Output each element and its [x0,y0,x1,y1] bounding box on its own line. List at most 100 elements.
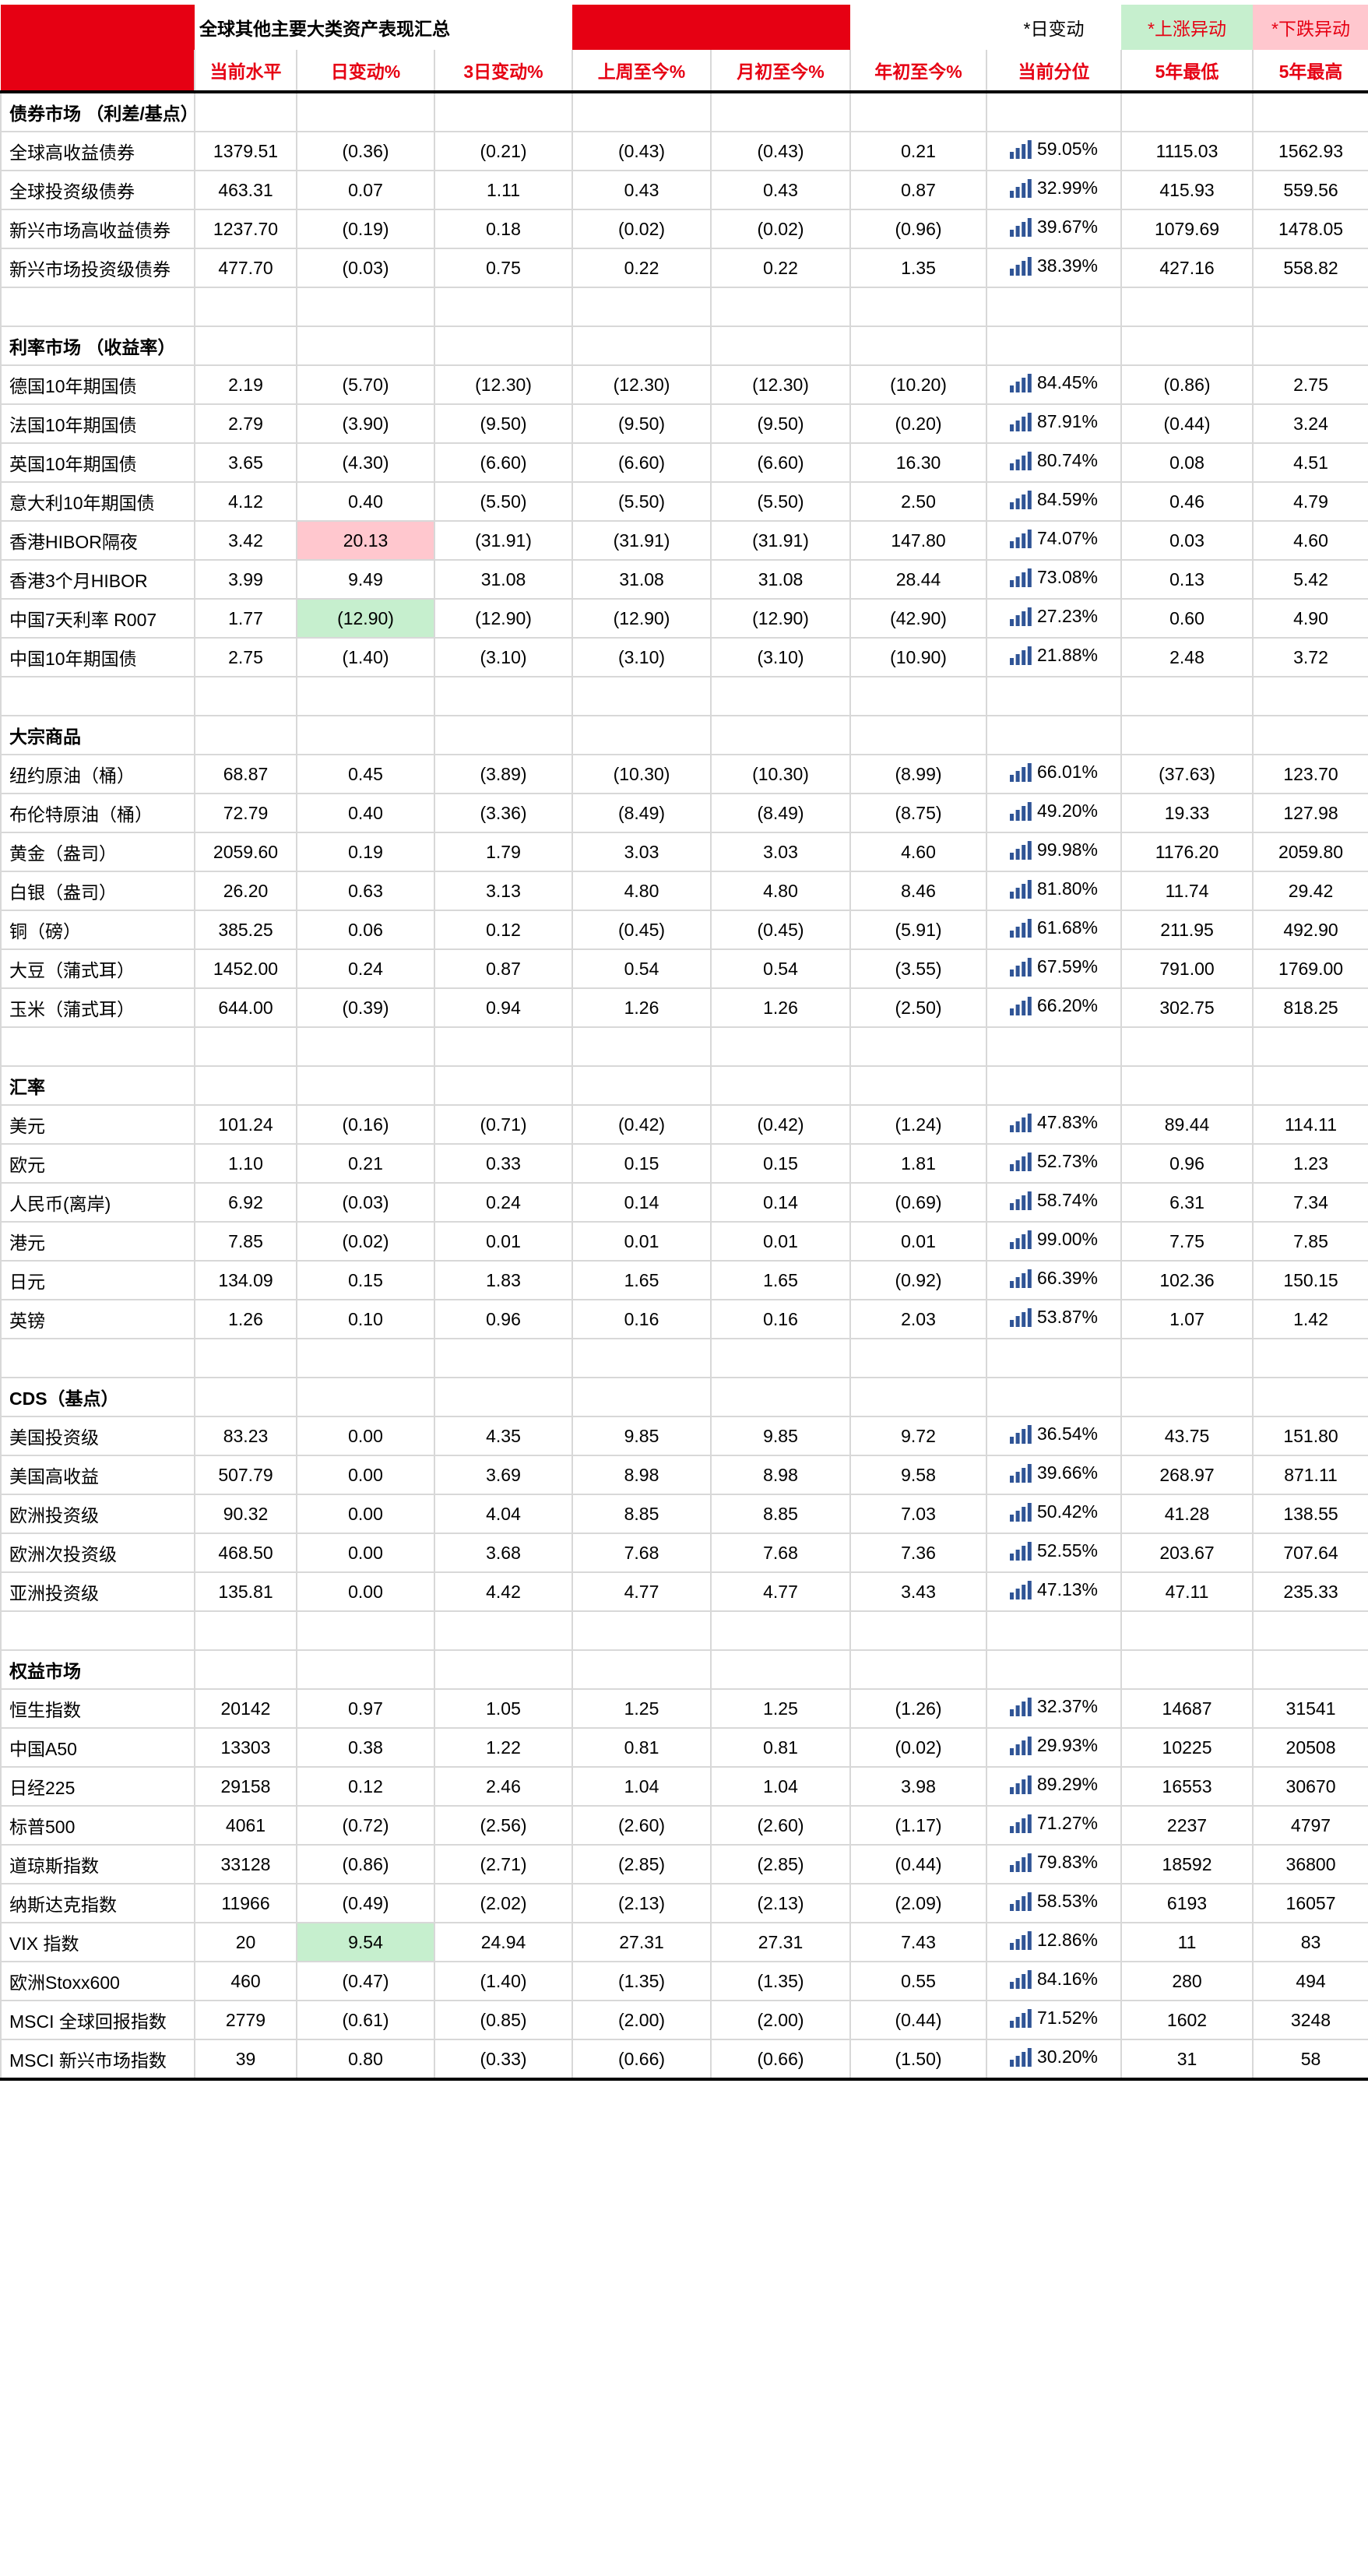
value-cell: 3.68 [433,1533,574,1573]
value-cell: 20 [194,1922,297,1962]
section-empty-cell [849,326,988,366]
value-cell: 2.19 [194,364,297,405]
percentile-bars-icon [1010,1736,1032,1755]
percentile-indicator: 32.99% [1010,178,1098,199]
value-cell: 9.85 [710,1416,852,1456]
value-cell: (0.71) [433,1104,574,1145]
value-cell: 3.43 [849,1571,988,1612]
value-cell: 0.94 [433,987,574,1028]
value-cell: (0.44) [849,1844,988,1884]
value-cell: 0.16 [571,1299,712,1339]
asset-row: 标普500 4061 (0.72) (2.56) (2.60) (2.60) (1.17) 7… [0,1805,1368,1846]
section-empty-cell [849,1377,988,1417]
asset-label: 欧元 [0,1143,195,1184]
value-cell: (1.26) [849,1688,988,1729]
value-cell: 0.22 [710,248,852,288]
percentile-cell: 79.83% [986,1844,1123,1884]
col-header-daily-change: 日变动% [296,50,435,93]
section-empty-cell [986,715,1123,755]
value-cell: 11966 [194,1883,297,1923]
value-cell: 818.25 [1252,987,1368,1028]
section-spacer-row [0,1338,1368,1378]
value-cell: (0.47) [296,1961,435,2001]
value-cell: 1.22 [433,1727,574,1768]
section-empty-cell [710,1065,852,1106]
value-cell: (0.19) [296,209,435,249]
value-cell: 58 [1252,2039,1368,2081]
value-cell: 1602 [1120,2000,1254,2040]
percentile-indicator: 39.67% [1010,216,1098,238]
percentile-bars-icon [1010,762,1032,782]
value-cell: (0.92) [849,1260,988,1300]
percentile-bars-icon [1010,1152,1032,1171]
red-corner-block-lower [1,50,195,93]
value-cell: 0.40 [296,481,435,522]
percentile-indicator: 39.66% [1010,1462,1098,1483]
percentile-cell: 32.37% [986,1688,1123,1729]
value-cell: (12.30) [571,364,712,405]
value-cell: 1769.00 [1252,948,1368,989]
value-cell: (2.60) [710,1805,852,1846]
value-cell: 477.70 [194,248,297,288]
spacer-cell [1252,1338,1368,1378]
value-cell: 1176.20 [1120,832,1254,872]
value-cell: (2.56) [433,1805,574,1846]
value-cell: (1.50) [849,2039,988,2081]
percentile-bars-icon [1010,2008,1032,2028]
asset-label: 纳斯达克指数 [0,1883,195,1923]
percentile-bars-icon [1010,1541,1032,1561]
section-header-row: 权益市场 [0,1649,1368,1690]
value-cell: 463.31 [194,170,297,210]
asset-row: 铜（磅） 385.25 0.06 0.12 (0.45) (0.45) (5.91) 61.6… [0,910,1368,950]
value-cell: 31.08 [571,559,712,600]
value-cell: 492.90 [1252,910,1368,950]
asset-label: 美国投资级 [0,1416,195,1456]
value-cell: 83 [1252,1922,1368,1962]
section-title: 权益市场 [0,1649,195,1690]
asset-label: 亚洲投资级 [0,1571,195,1612]
value-cell: 1562.93 [1252,131,1368,171]
percentile-indicator: 66.01% [1010,762,1098,783]
percentile-cell: 53.87% [986,1299,1123,1339]
value-cell: 460 [194,1961,297,2001]
percentile-indicator: 32.37% [1010,1696,1098,1717]
value-cell: 7.85 [1252,1221,1368,1262]
asset-label: 意大利10年期国债 [0,481,195,522]
asset-label: 道琼斯指数 [0,1844,195,1884]
section-empty-cell [1120,91,1254,132]
asset-label: 全球投资级债券 [0,170,195,210]
value-cell: (2.13) [571,1883,712,1923]
spacer-cell [849,287,988,327]
value-cell: 0.21 [296,1143,435,1184]
percentile-bars-icon [1010,2047,1032,2067]
spacer-cell [571,1338,712,1378]
asset-label: 法国10年期国债 [0,403,195,444]
asset-label: 港元 [0,1221,195,1262]
asset-label: 日经225 [0,1766,195,1807]
value-cell: 138.55 [1252,1494,1368,1534]
value-cell: 0.46 [1120,481,1254,522]
asset-row: 日元 134.09 0.15 1.83 1.65 1.65 (0.92) 66.39% 102.… [0,1260,1368,1300]
asset-label: 欧洲Stoxx600 [0,1961,195,2001]
percentile-indicator: 21.88% [1010,645,1098,666]
percentile-value: 80.74% [1037,450,1099,471]
percentile-bars-icon [1010,178,1032,198]
percentile-indicator: 49.20% [1010,801,1098,822]
percentile-bars-icon [1010,1230,1032,1249]
value-cell: 2059.80 [1252,832,1368,872]
percentile-bars-icon [1010,1580,1032,1599]
value-cell: (2.00) [571,2000,712,2040]
percentile-bars-icon [1010,957,1032,977]
asset-row: 欧元 1.10 0.21 0.33 0.15 0.15 1.81 52.73% 0.96 1.23 [0,1143,1368,1184]
percentile-indicator: 12.86% [1010,1930,1098,1951]
percentile-indicator: 73.08% [1010,567,1098,588]
value-cell: 0.03 [1120,520,1254,561]
percentile-value: 32.37% [1037,1696,1099,1717]
value-cell: 0.13 [1120,559,1254,600]
percentile-cell: 30.20% [986,2039,1123,2081]
value-cell: 7.68 [710,1533,852,1573]
percentile-indicator: 29.93% [1010,1735,1098,1756]
spacer-cell [194,676,297,716]
percentile-value: 49.20% [1037,801,1099,822]
value-cell: (8.49) [710,793,852,833]
